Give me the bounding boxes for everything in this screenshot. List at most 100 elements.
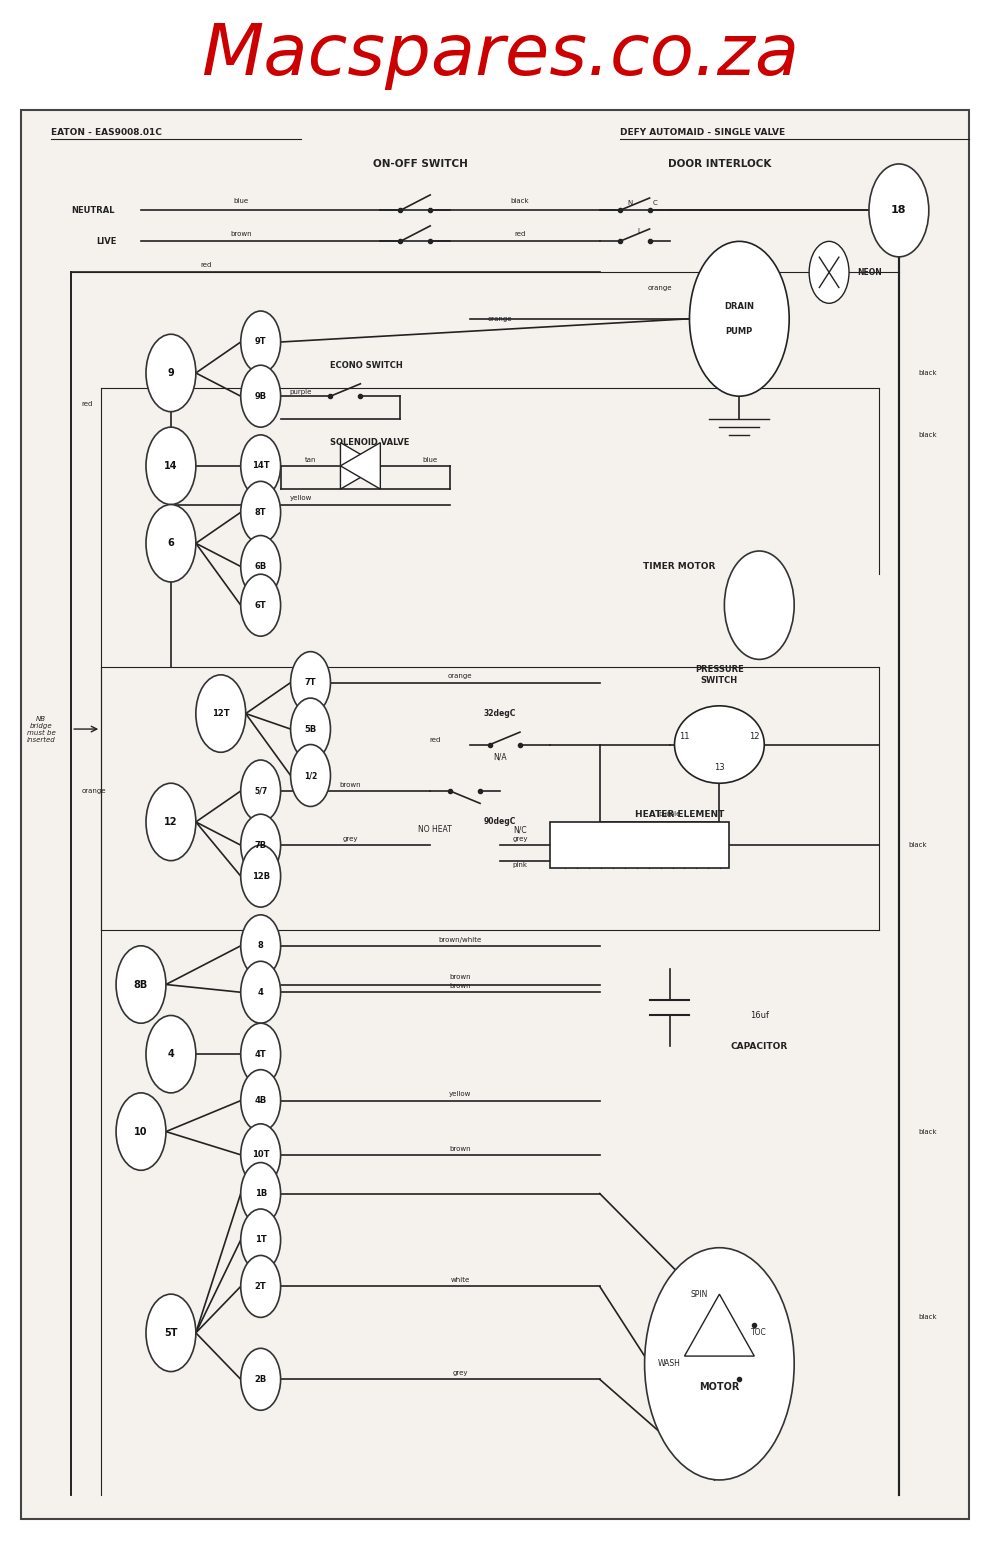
Text: 5B: 5B	[304, 724, 317, 734]
Circle shape	[689, 242, 789, 396]
Text: Macspares.co.za: Macspares.co.za	[201, 22, 799, 90]
Circle shape	[241, 760, 281, 822]
Text: SPIN: SPIN	[691, 1289, 708, 1298]
Circle shape	[241, 574, 281, 636]
Text: N/C: N/C	[513, 825, 527, 834]
Text: 9B: 9B	[255, 392, 267, 400]
Circle shape	[645, 1247, 794, 1480]
Circle shape	[146, 1294, 196, 1371]
Circle shape	[146, 335, 196, 411]
Text: 4: 4	[258, 988, 264, 997]
Text: HEATER ELEMENT: HEATER ELEMENT	[635, 810, 724, 819]
Circle shape	[291, 744, 330, 807]
Text: red: red	[81, 400, 93, 406]
Text: 14: 14	[164, 461, 178, 472]
Text: black: black	[919, 371, 937, 375]
Text: purple: purple	[289, 389, 312, 394]
Text: 90degC: 90degC	[484, 817, 516, 827]
Text: NEON: NEON	[857, 268, 882, 276]
Text: pink: pink	[512, 862, 527, 869]
Text: grey: grey	[343, 836, 358, 842]
Text: purple: purple	[658, 811, 681, 817]
Text: blue: blue	[423, 456, 438, 462]
Text: 9: 9	[168, 368, 174, 378]
Text: tan: tan	[305, 456, 316, 462]
Circle shape	[241, 845, 281, 907]
Text: 6T: 6T	[255, 600, 267, 610]
Text: 12: 12	[164, 817, 178, 827]
Ellipse shape	[675, 706, 764, 783]
Text: 13: 13	[714, 763, 725, 772]
Text: orange: orange	[647, 285, 672, 290]
Text: DRAIN: DRAIN	[724, 302, 754, 310]
Circle shape	[291, 651, 330, 713]
Text: 12: 12	[749, 732, 760, 741]
Text: MOTOR: MOTOR	[699, 1382, 740, 1393]
Text: 16uf: 16uf	[750, 1011, 769, 1021]
Text: WASH: WASH	[658, 1359, 681, 1368]
Text: 4T: 4T	[255, 1050, 267, 1059]
Text: red: red	[429, 737, 441, 743]
Circle shape	[146, 427, 196, 504]
Circle shape	[241, 814, 281, 876]
Text: 7T: 7T	[305, 678, 316, 687]
Text: black: black	[919, 1314, 937, 1320]
Text: yellow: yellow	[289, 495, 312, 501]
Circle shape	[241, 1124, 281, 1187]
Circle shape	[241, 364, 281, 427]
Text: black: black	[919, 1129, 937, 1135]
FancyBboxPatch shape	[550, 822, 729, 869]
Text: brown/white: brown/white	[438, 937, 482, 943]
Text: 1T: 1T	[255, 1236, 267, 1244]
Text: 10: 10	[134, 1126, 148, 1137]
Text: grey: grey	[452, 1370, 468, 1376]
Text: N/A: N/A	[493, 752, 507, 762]
Text: brown: brown	[230, 231, 252, 237]
FancyBboxPatch shape	[21, 110, 969, 1518]
Text: LIVE: LIVE	[96, 237, 116, 247]
Text: EATON - EAS9008.01C: EATON - EAS9008.01C	[51, 129, 162, 138]
Text: white: white	[450, 1276, 470, 1283]
Text: grey: grey	[512, 836, 528, 842]
Text: black: black	[511, 199, 529, 205]
Text: 8B: 8B	[134, 980, 148, 990]
Circle shape	[241, 312, 281, 372]
Circle shape	[241, 1163, 281, 1224]
Circle shape	[146, 1016, 196, 1093]
Text: 32degC: 32degC	[484, 709, 516, 718]
Text: yellow: yellow	[449, 1092, 471, 1098]
Text: 14T: 14T	[252, 461, 269, 470]
Text: 11: 11	[679, 732, 690, 741]
Text: 2T: 2T	[255, 1283, 267, 1290]
Text: C: C	[652, 200, 657, 206]
Text: 1B: 1B	[255, 1190, 267, 1197]
Text: 10T: 10T	[252, 1151, 269, 1159]
Text: TIMER MOTOR: TIMER MOTOR	[643, 561, 716, 571]
Text: orange: orange	[81, 788, 106, 794]
Circle shape	[241, 481, 281, 543]
Text: 4: 4	[168, 1048, 174, 1059]
Circle shape	[724, 551, 794, 659]
Text: DEFY AUTOMAID - SINGLE VALVE: DEFY AUTOMAID - SINGLE VALVE	[620, 129, 785, 138]
Circle shape	[241, 1255, 281, 1317]
Text: NEUTRAL: NEUTRAL	[71, 206, 115, 216]
Text: brown: brown	[340, 782, 361, 788]
Text: 5/7: 5/7	[254, 786, 267, 796]
Text: TOC: TOC	[751, 1328, 767, 1337]
Text: brown: brown	[449, 974, 471, 980]
Circle shape	[241, 1348, 281, 1410]
Text: NB
bridge
must be
inserted: NB bridge must be inserted	[27, 715, 56, 743]
Circle shape	[869, 164, 929, 257]
Text: PRESSURE
SWITCH: PRESSURE SWITCH	[695, 665, 744, 684]
Circle shape	[241, 535, 281, 597]
Text: 7B: 7B	[255, 841, 267, 850]
Circle shape	[146, 504, 196, 582]
Text: 12T: 12T	[212, 709, 230, 718]
Circle shape	[241, 962, 281, 1024]
Text: 5T: 5T	[164, 1328, 178, 1339]
Text: 6: 6	[168, 538, 174, 548]
Text: black: black	[919, 431, 937, 437]
Text: red: red	[201, 262, 212, 268]
Polygon shape	[684, 1294, 754, 1356]
Text: DOOR INTERLOCK: DOOR INTERLOCK	[668, 158, 771, 169]
